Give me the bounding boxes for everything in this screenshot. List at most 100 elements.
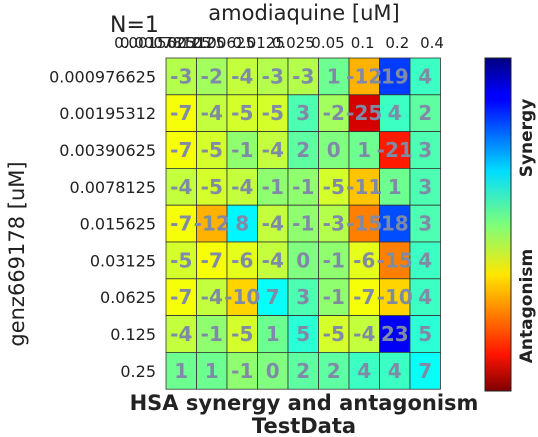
heatmap-cell-value: 8	[235, 212, 249, 236]
heatmap-cell-value: -7	[170, 285, 192, 309]
y-tick-label: 0.03125	[90, 251, 156, 270]
x-tick-label: 0.2	[385, 34, 409, 52]
heatmap-cell-value: 4	[418, 64, 432, 88]
heatmap-cell-value: -12	[194, 212, 230, 236]
heatmap-cell-value: -1	[292, 175, 314, 199]
y-tick-label: 0.125	[110, 325, 156, 344]
heatmap-cell-value: -4	[231, 64, 253, 88]
heatmap-cell-value: -5	[323, 175, 345, 199]
heatmap-cell-value: 1	[266, 322, 280, 346]
heatmap-cell-value: -7	[353, 285, 375, 309]
heatmap-cell-value: -4	[262, 212, 284, 236]
heatmap-cell-value: 0	[296, 248, 310, 272]
x-tick-label: 0.4	[420, 34, 444, 52]
heatmap-cell-values: -3 -2 -4 -3 -3 1 -1219 4-7 -4 -5 -5 3 -2 -25 4 2-7 -5 -1-…	[170, 64, 432, 382]
heatmap-cell-value: -15	[377, 248, 413, 272]
heatmap-cell-value: 0	[266, 359, 280, 383]
heatmap-cell-value: 7	[418, 359, 432, 383]
heatmap-cell-value: -2	[201, 64, 223, 88]
heatmap-cell-value: -10	[377, 285, 413, 309]
heatmap-cell-value: -1	[292, 212, 314, 236]
heatmap-cell-value: 5	[418, 322, 432, 346]
x-tick-label: 0.1	[351, 34, 375, 52]
heatmap-cell-value: 7	[266, 285, 280, 309]
heatmap-cell-value: 1	[174, 359, 188, 383]
heatmap-cell-value: -5	[201, 175, 223, 199]
y-tick-label: 0.00195312	[59, 104, 156, 123]
heatmap-cell-value: -12	[346, 64, 382, 88]
heatmap-cell-value: 23	[381, 322, 409, 346]
heatmap-cell-value: -5	[170, 248, 192, 272]
x-tick-labels: 0.000781250.00156250.0031250.006250.0125…	[114, 34, 444, 52]
heatmap-cell-value: -7	[201, 248, 223, 272]
heatmap-cell-value: -2	[323, 101, 345, 125]
heatmap-cell-value: -3	[292, 64, 314, 88]
y-tick-label: 0.0625	[100, 288, 156, 307]
y-tick-label: 0.00390625	[59, 141, 156, 160]
heatmap-cell-value: -3	[170, 64, 192, 88]
heatmap-cell-value: 3	[418, 138, 432, 162]
colorbar-bottom-label: Antagonism	[517, 249, 537, 363]
heatmap-cell-value: 1	[205, 359, 219, 383]
x-axis-label: amodiaquine [uM]	[208, 1, 399, 25]
chart-title: HSA synergy and antagonism	[130, 391, 479, 415]
y-tick-labels: 0.000976625 0.00195312 0.00390625 0.0078125…	[49, 67, 156, 380]
heatmap-cell-value: -7	[170, 212, 192, 236]
heatmap-cell-value: -1	[231, 359, 253, 383]
chart-subtitle: TestData	[252, 414, 356, 437]
colorbar	[485, 58, 511, 391]
heatmap-cell-value: 2	[296, 359, 310, 383]
heatmap-cell-value: 2	[418, 101, 432, 125]
heatmap-cell-value: -21	[377, 138, 413, 162]
heatmap-cell-value: -6	[231, 248, 253, 272]
heatmap-cell-value: 0	[327, 138, 341, 162]
heatmap-cell-value: 18	[381, 212, 409, 236]
heatmap-cell-value: -3	[262, 64, 284, 88]
heatmap-cell-value: 1	[388, 175, 402, 199]
heatmap-cell-value: 3	[418, 212, 432, 236]
heatmap-cell-value: 3	[296, 285, 310, 309]
heatmap-cell-value: -4	[201, 101, 223, 125]
heatmap-cell-value: -1	[323, 248, 345, 272]
heatmap-cell-value: -4	[262, 138, 284, 162]
heatmap-cell-value: -4	[231, 175, 253, 199]
heatmap-cell-value: 5	[296, 322, 310, 346]
y-tick-label: 0.015625	[80, 215, 156, 234]
heatmap-cell-value: 1	[327, 64, 341, 88]
heatmap-cell-value: -1	[262, 175, 284, 199]
heatmap-cell-value: -1	[201, 322, 223, 346]
heatmap-cell-value: -1	[231, 138, 253, 162]
y-tick-label: 0.25	[120, 362, 156, 381]
heatmap-cell-value: 19	[381, 64, 409, 88]
heatmap-cell-value: -1	[323, 285, 345, 309]
heatmap-cell-value: 4	[357, 359, 371, 383]
heatmap-cell-value: 2	[296, 138, 310, 162]
heatmap-cell-value: -11	[346, 175, 382, 199]
heatmap-cell-value: 3	[418, 175, 432, 199]
heatmap-cell-value: -10	[224, 285, 260, 309]
heatmap-cell-value: -4	[170, 322, 192, 346]
y-axis-label: genz669178 [uM]	[5, 161, 29, 346]
heatmap-cell-value: -7	[170, 138, 192, 162]
heatmap-cell-value: -15	[346, 212, 382, 236]
heatmap-cell-value: 1	[357, 138, 371, 162]
heatmap-cell-value: -6	[353, 248, 375, 272]
colorbar-top-label: Synergy	[517, 99, 537, 178]
heatmap-cell-value: -25	[346, 101, 382, 125]
heatmap-cell-value: -5	[262, 101, 284, 125]
heatmap-cell-value: 4	[418, 248, 432, 272]
heatmap-cell-value: 4	[388, 359, 402, 383]
corner-label: N=1	[110, 13, 159, 38]
heatmap-cell-value: -4	[201, 285, 223, 309]
heatmap-cell-value: -7	[170, 101, 192, 125]
heatmap-cell-value: -5	[231, 101, 253, 125]
heatmap-cell-value: 4	[388, 101, 402, 125]
heatmap-cell-value: -5	[231, 322, 253, 346]
heatmap-cell-value: 3	[296, 101, 310, 125]
heatmap-cell-value: -4	[353, 322, 375, 346]
x-tick-label: 0.05	[311, 34, 344, 52]
heatmap-cell-value: -4	[262, 248, 284, 272]
heatmap-cell-value: 2	[327, 359, 341, 383]
heatmap-cell-value: -5	[323, 322, 345, 346]
